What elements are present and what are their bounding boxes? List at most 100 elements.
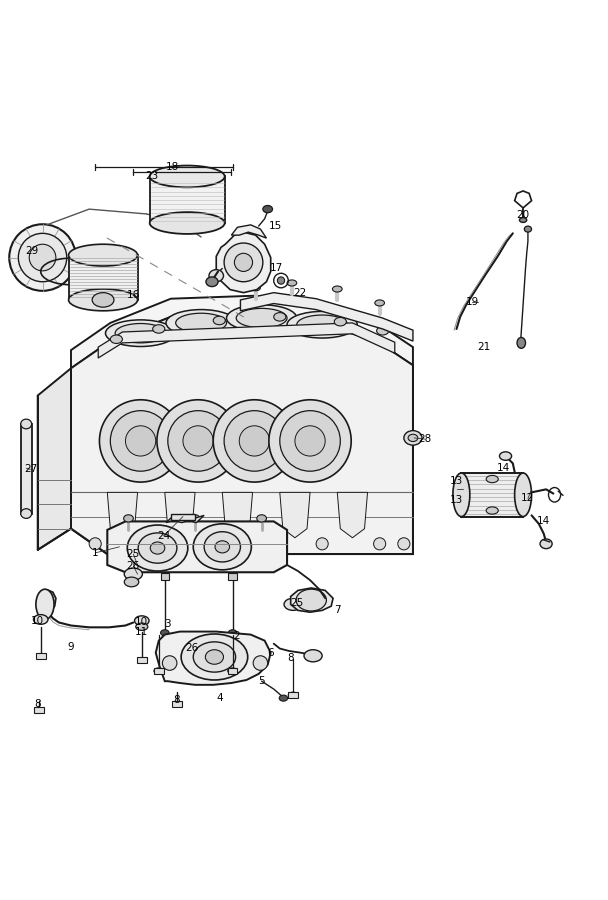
Ellipse shape [237,309,287,328]
Text: 29: 29 [25,247,38,256]
Polygon shape [291,588,333,612]
Ellipse shape [287,311,358,338]
Polygon shape [232,225,266,238]
Ellipse shape [201,538,213,550]
Ellipse shape [296,590,326,611]
Polygon shape [165,492,195,538]
Polygon shape [240,292,413,341]
Ellipse shape [408,435,418,442]
Text: 19: 19 [466,297,479,307]
Text: 13: 13 [450,476,463,487]
Polygon shape [337,492,368,538]
Bar [288,692,298,698]
Ellipse shape [21,419,32,428]
Text: 8: 8 [174,695,180,705]
Ellipse shape [453,473,470,517]
Ellipse shape [287,280,297,286]
Ellipse shape [288,692,298,698]
Ellipse shape [279,695,288,701]
Bar [36,652,46,659]
Text: 10: 10 [135,617,148,627]
Ellipse shape [168,410,229,472]
Text: 6: 6 [268,648,274,658]
Text: 12: 12 [521,493,534,503]
Text: 1: 1 [92,548,98,558]
Ellipse shape [183,426,213,456]
Ellipse shape [524,226,531,232]
Text: 25: 25 [290,598,303,608]
Ellipse shape [398,538,410,550]
Polygon shape [38,368,71,550]
Ellipse shape [284,598,302,610]
Ellipse shape [150,166,225,187]
Ellipse shape [193,524,251,570]
Ellipse shape [204,532,240,562]
Polygon shape [461,473,523,517]
Polygon shape [216,232,271,292]
Ellipse shape [376,327,389,335]
Polygon shape [280,492,310,538]
Ellipse shape [514,473,531,517]
Ellipse shape [181,634,247,680]
Ellipse shape [295,426,325,456]
Bar [154,668,164,674]
Text: 23: 23 [145,171,158,181]
Ellipse shape [206,650,224,664]
Ellipse shape [162,656,177,670]
Ellipse shape [215,541,230,553]
Text: 13: 13 [450,495,463,505]
Text: 4: 4 [216,693,223,703]
Ellipse shape [150,212,225,234]
Ellipse shape [206,277,218,286]
Ellipse shape [519,218,527,222]
Ellipse shape [297,315,348,335]
Bar [172,700,182,706]
Ellipse shape [213,400,295,482]
Ellipse shape [36,590,54,619]
Text: 2: 2 [233,631,240,641]
Text: 15: 15 [268,221,282,231]
Ellipse shape [334,318,347,326]
Ellipse shape [193,642,236,672]
Text: 17: 17 [270,264,283,274]
Ellipse shape [161,630,169,635]
Ellipse shape [69,289,137,310]
Polygon shape [150,176,226,223]
Polygon shape [107,521,287,572]
Ellipse shape [235,253,252,272]
Ellipse shape [229,630,237,635]
Ellipse shape [115,323,166,343]
Text: 10: 10 [31,616,44,625]
Text: 3: 3 [165,618,171,629]
Bar [21,424,32,514]
Text: 8: 8 [35,699,41,709]
Ellipse shape [250,284,260,291]
Text: 7: 7 [334,606,340,616]
Bar [229,573,237,580]
Ellipse shape [224,243,263,282]
Text: 26: 26 [185,643,199,652]
Ellipse shape [136,623,148,630]
Ellipse shape [316,538,328,550]
Ellipse shape [150,542,165,554]
Ellipse shape [224,410,285,472]
Ellipse shape [21,508,32,518]
Polygon shape [107,492,137,538]
Text: 20: 20 [517,211,530,220]
Polygon shape [69,255,137,300]
Text: 8: 8 [288,652,294,662]
Ellipse shape [89,538,102,550]
Ellipse shape [125,426,156,456]
Ellipse shape [143,538,156,550]
Ellipse shape [239,426,269,456]
Bar [34,707,44,714]
Ellipse shape [257,515,266,522]
Ellipse shape [280,410,340,472]
Text: 24: 24 [157,531,170,541]
Ellipse shape [124,577,139,587]
Text: 22: 22 [294,288,307,298]
Polygon shape [98,323,395,358]
Ellipse shape [105,320,176,346]
Ellipse shape [33,615,48,625]
Ellipse shape [9,224,76,291]
